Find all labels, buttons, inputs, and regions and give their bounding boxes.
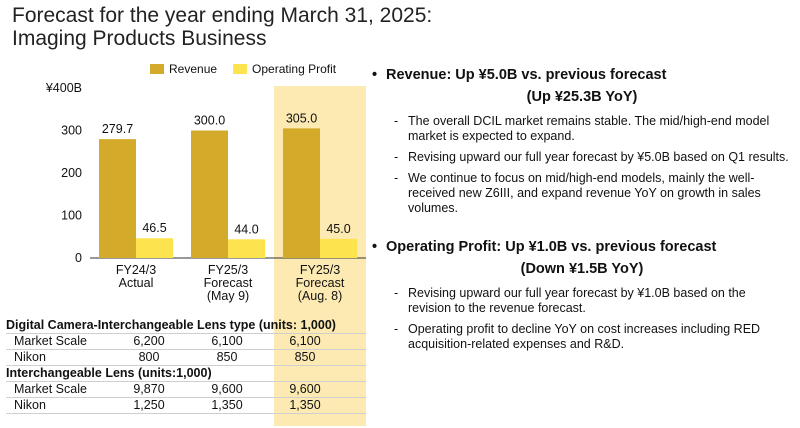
table-row: Nikon 1,250 1,350 1,350 (6, 398, 366, 414)
revenue-notes: The overall DCIL market remains stable. … (372, 114, 792, 216)
page-title: Forecast for the year ending March 31, 2… (12, 4, 432, 50)
profit-subheading: (Down ¥1.5B YoY) (520, 261, 644, 277)
x-tick-label: (May 9) (207, 289, 249, 303)
profit-heading-text: Operating Profit: Up ¥1.0B vs. previous … (386, 239, 717, 255)
table-lens: Market Scale 9,870 9,600 9,600 Nikon 1,2… (6, 381, 366, 414)
legend-swatch-revenue (150, 64, 164, 74)
bullet-icon: • (372, 67, 378, 83)
revenue-subheading: (Up ¥25.3B YoY) (526, 89, 638, 105)
table-cell: 6,100 (211, 334, 243, 348)
table-cell: 1,350 (211, 398, 243, 412)
profit-section: • Operating Profit: Up ¥1.0B vs. previou… (372, 238, 792, 352)
y-tick-label: ¥400B (45, 81, 82, 95)
bar-operating-profit (136, 238, 173, 258)
legend-item-revenue: Revenue (150, 62, 217, 76)
profit-heading: • Operating Profit: Up ¥1.0B vs. previou… (372, 238, 792, 256)
table-cell: 6,100 (289, 334, 321, 348)
data-label: 44.0 (234, 222, 258, 236)
table-cell: 1,350 (289, 398, 321, 412)
commentary-panel: • Revenue: Up ¥5.0B vs. previous forecas… (372, 66, 792, 358)
y-tick-label: 100 (61, 209, 82, 223)
table-title-lens: Interchangeable Lens (units:1,000) (6, 366, 212, 380)
table-title-dcil: Digital Camera-Interchangeable Lens type… (6, 318, 336, 332)
table-cell: 6,200 (133, 334, 165, 348)
y-tick-label: 300 (61, 124, 82, 138)
data-label: 46.5 (142, 221, 166, 235)
table-row: Market Scale 9,870 9,600 9,600 (6, 381, 366, 398)
row-label: Market Scale (14, 382, 87, 396)
bar-revenue (191, 130, 228, 258)
table-cell: 850 (294, 350, 316, 364)
revenue-section: • Revenue: Up ¥5.0B vs. previous forecas… (372, 66, 792, 216)
data-label: 45.0 (326, 222, 350, 236)
table-cell: 800 (138, 350, 160, 364)
row-label: Nikon (14, 398, 46, 412)
legend-label-revenue: Revenue (169, 62, 218, 76)
x-tick-label: Forecast (204, 276, 253, 290)
table-cell: 1,250 (133, 398, 165, 412)
bar-revenue (99, 139, 136, 258)
bar-operating-profit (320, 238, 357, 258)
table-cell: 9,600 (289, 382, 321, 396)
table-dcil: Market Scale 6,200 6,100 6,100 Nikon 800… (6, 333, 366, 366)
x-tick-label: (Aug. 8) (298, 289, 342, 303)
list-item: We continue to focus on mid/high-end mod… (394, 171, 792, 216)
y-tick-label: 0 (75, 251, 82, 265)
row-label: Nikon (14, 350, 46, 364)
table-cell: 9,600 (211, 382, 243, 396)
list-item: Revising upward our full year forecast b… (394, 286, 792, 316)
x-tick-label: FY25/3 (208, 263, 248, 277)
table-cell: 850 (216, 350, 238, 364)
list-item: Revising upward our full year forecast b… (394, 150, 792, 165)
chart-legend: Revenue Operating Profit (150, 62, 336, 76)
data-label: 300.0 (194, 114, 225, 128)
list-item: The overall DCIL market remains stable. … (394, 114, 792, 144)
bullet-icon: • (372, 239, 378, 255)
legend-label-operating-profit: Operating Profit (252, 62, 337, 76)
table-cell: 9,870 (133, 382, 165, 396)
bar-operating-profit (228, 239, 265, 258)
x-tick-label: Forecast (296, 276, 345, 290)
x-tick-label: FY24/3 (116, 263, 156, 277)
bar-revenue (283, 128, 320, 258)
data-label: 305.0 (286, 111, 317, 125)
legend-swatch-operating-profit (233, 64, 248, 74)
revenue-heading-text: Revenue: Up ¥5.0B vs. previous forecast (386, 67, 667, 83)
table-row: Market Scale 6,200 6,100 6,100 (6, 333, 366, 350)
data-label: 279.7 (102, 122, 133, 136)
x-tick-label: Actual (119, 276, 154, 290)
units-tables: Digital Camera-Interchangeable Lens type… (6, 318, 366, 414)
list-item: Operating profit to decline YoY on cost … (394, 322, 792, 352)
legend-item-operating-profit: Operating Profit (233, 62, 336, 76)
title-line-1: Forecast for the year ending March 31, 2… (12, 4, 433, 27)
revenue-heading: • Revenue: Up ¥5.0B vs. previous forecas… (372, 66, 792, 84)
table-row: Nikon 800 850 850 (6, 350, 366, 366)
profit-notes: Revising upward our full year forecast b… (372, 286, 792, 352)
row-label: Market Scale (14, 334, 87, 348)
x-tick-label: FY25/3 (300, 263, 340, 277)
title-line-2: Imaging Products Business (12, 27, 267, 50)
y-tick-label: 200 (61, 166, 82, 180)
